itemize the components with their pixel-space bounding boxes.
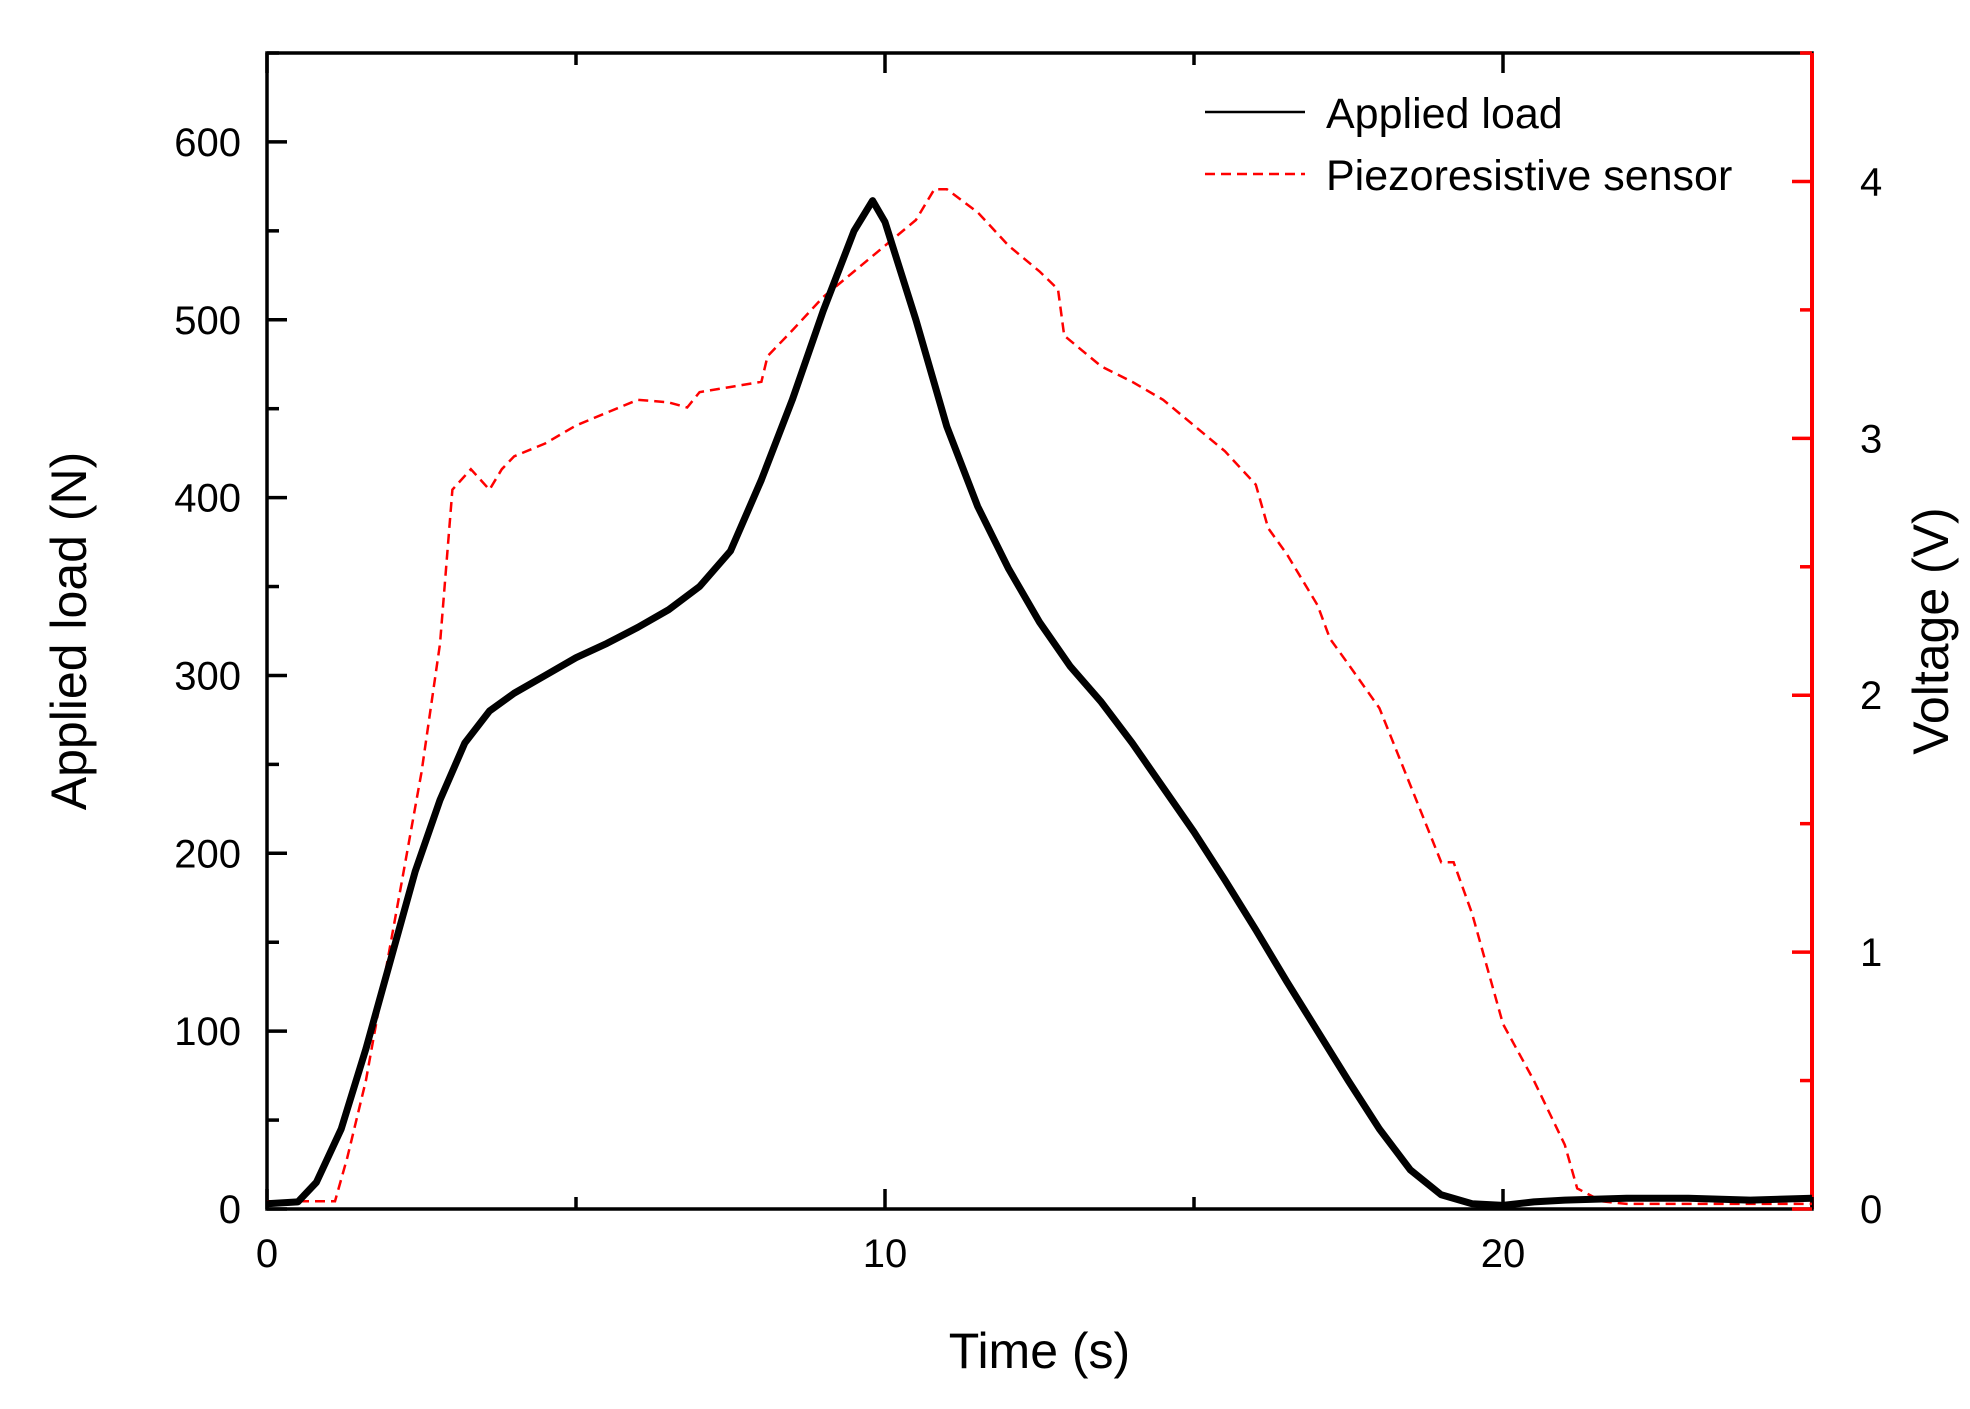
y2-tick-label: 0 [1860,1188,1882,1232]
y-tick-label: 300 [174,654,241,698]
y2-tick-label: 4 [1860,160,1882,204]
legend: Applied load Piezoresistive sensor [1205,90,1732,200]
y-tick-label: 100 [174,1010,241,1054]
y2-tick-label: 3 [1860,417,1882,461]
series-line-piezoresistive-sensor [267,187,1812,1206]
legend-label-piezoresistive-sensor: Piezoresistive sensor [1326,152,1732,200]
x-tick-label: 10 [863,1232,908,1276]
series-line-applied-load [266,197,1813,1209]
legend-label-applied-load: Applied load [1326,90,1563,138]
y-tick-label: 200 [174,832,241,876]
axis-titles: Time (s) Applied load (N) Voltage (V) [41,452,1959,1379]
y-tick-label: 600 [174,121,241,165]
series [266,187,1813,1209]
plot-frame [265,51,1814,1211]
y-tick-label: 500 [174,299,241,343]
x-tick-label: 0 [256,1232,278,1276]
x-tick-label: 20 [1481,1232,1526,1276]
y2-tick-label: 1 [1860,931,1882,975]
x-axis-title: Time (s) [949,1323,1130,1379]
y2-axis-title: Voltage (V) [1903,507,1959,754]
y-tick-label: 0 [219,1188,241,1232]
y-tick-label: 400 [174,477,241,521]
axes [265,51,1814,1211]
y2-tick-label: 2 [1860,674,1882,718]
y-axis-title: Applied load (N) [41,452,97,811]
